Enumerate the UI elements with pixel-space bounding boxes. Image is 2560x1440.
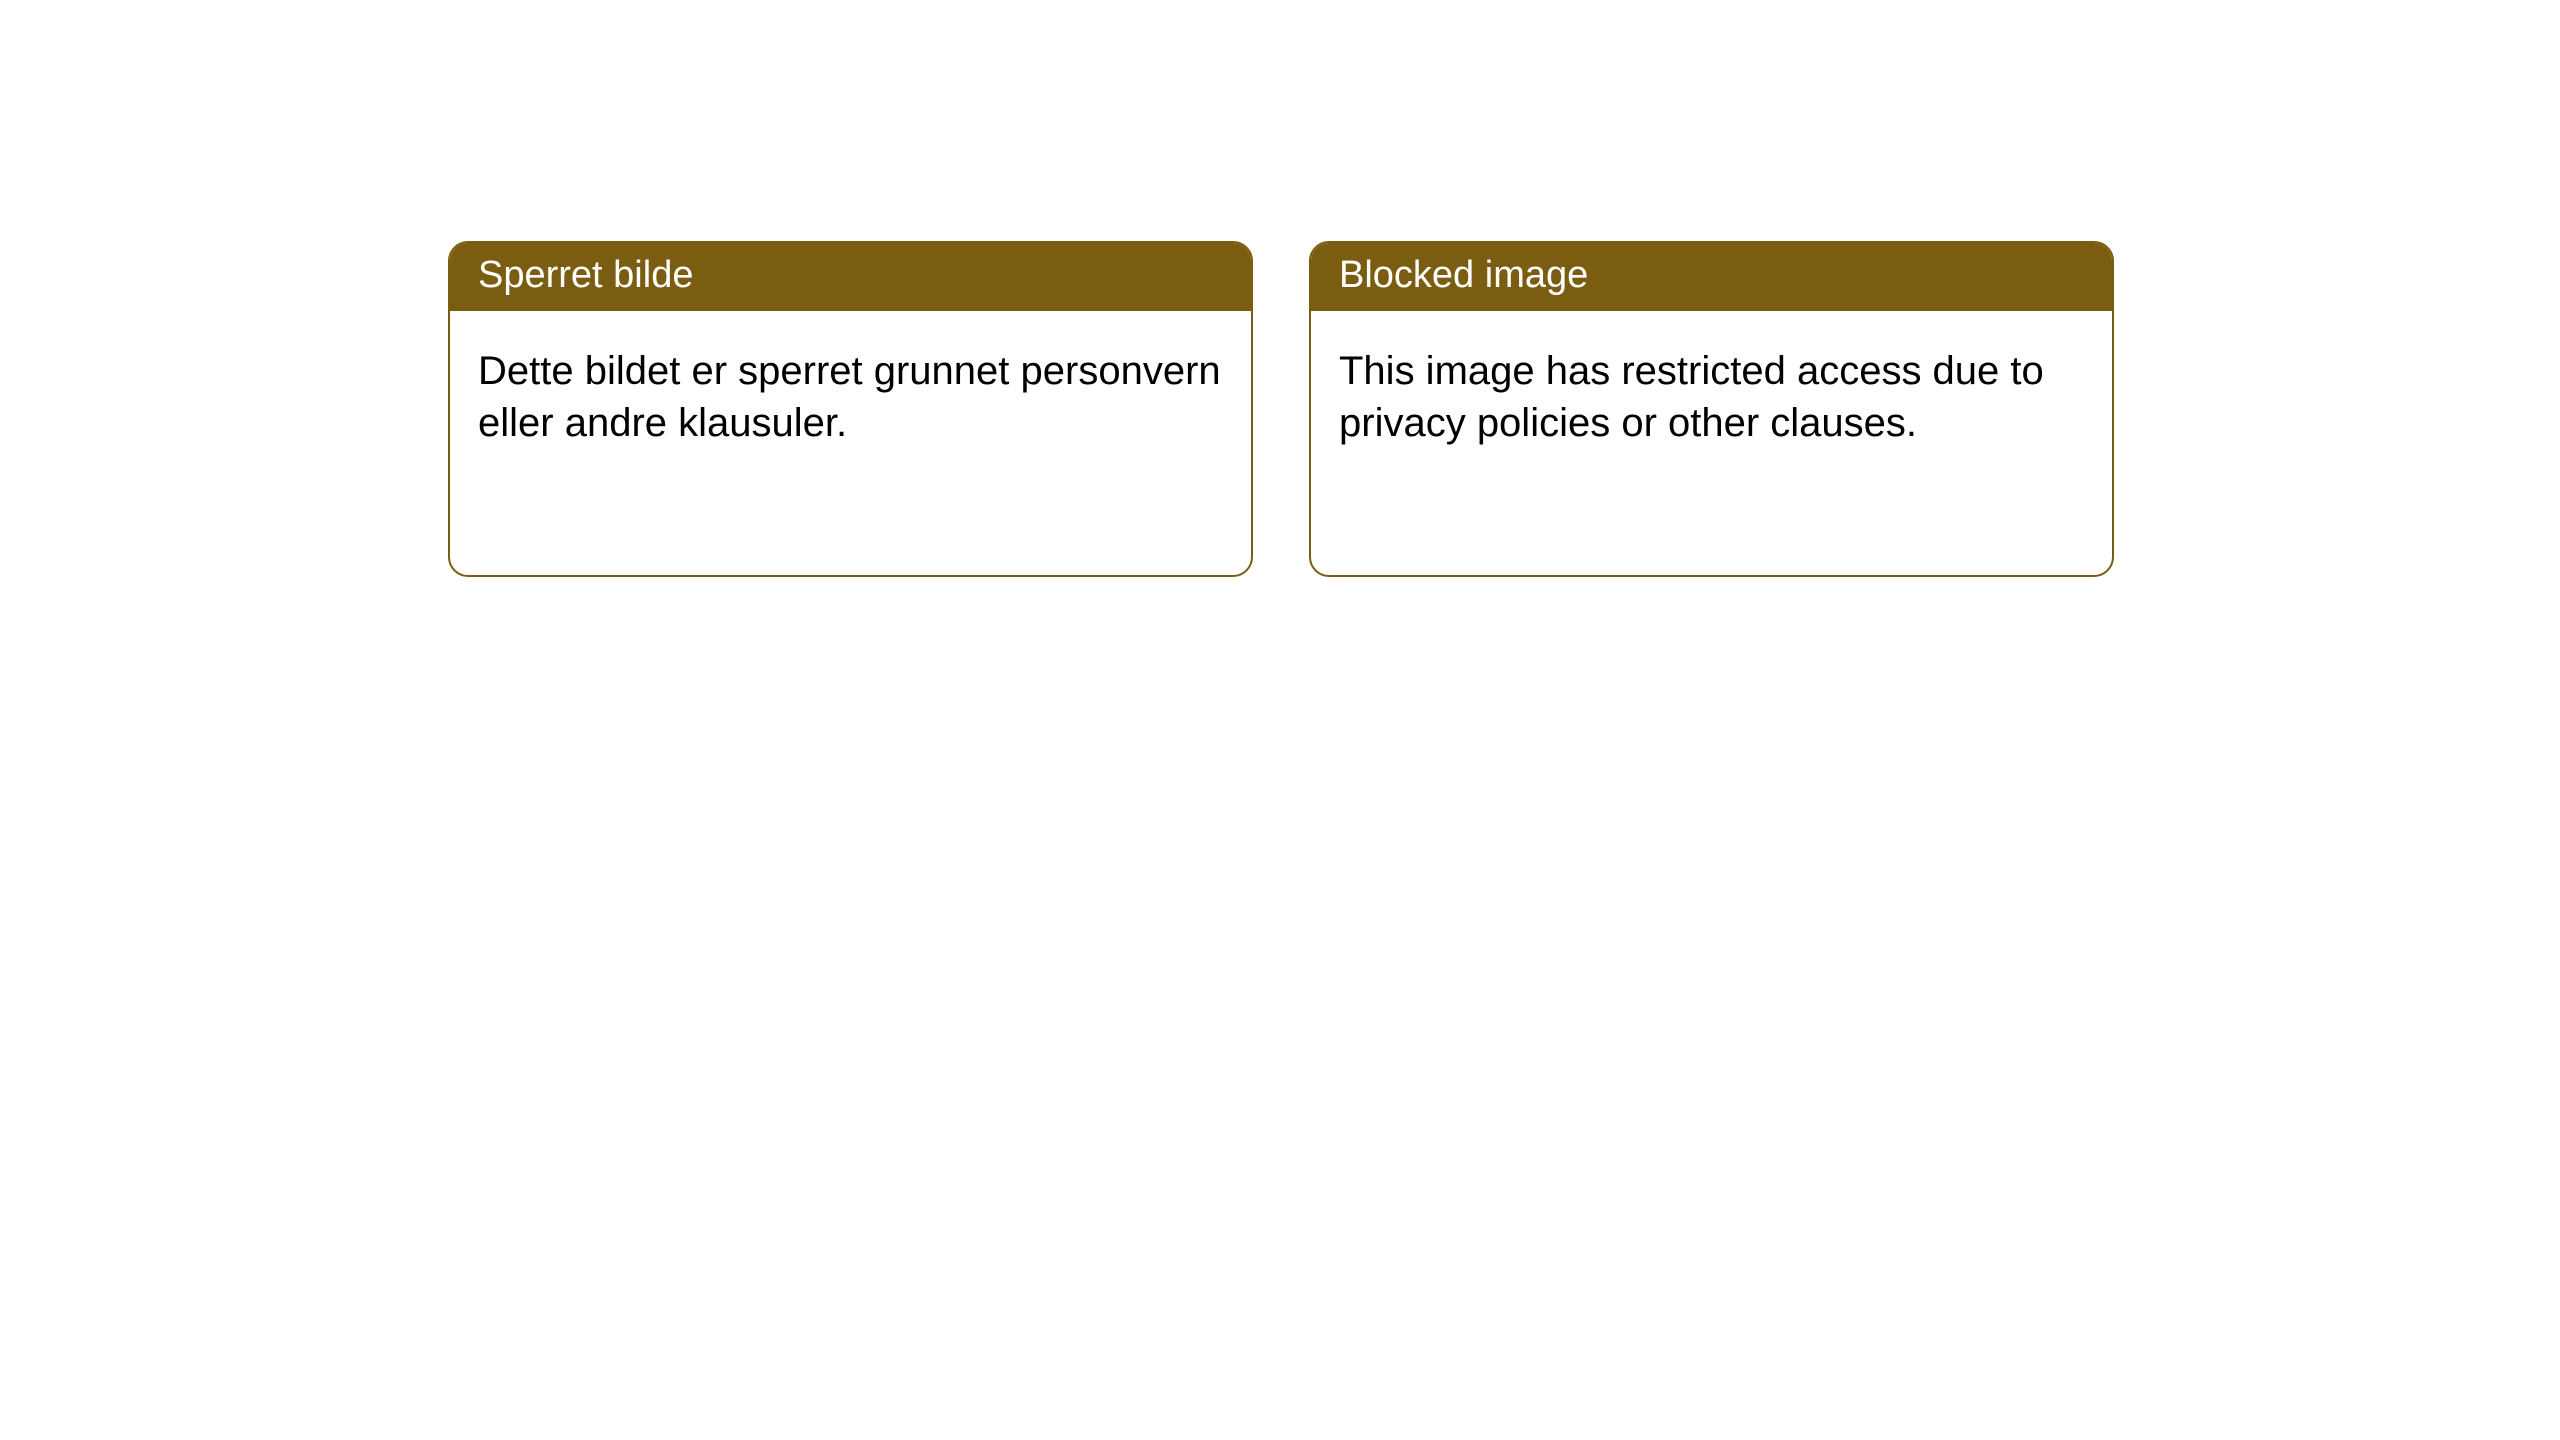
notice-body-norwegian: Dette bildet er sperret grunnet personve… xyxy=(450,311,1251,483)
notice-title-norwegian: Sperret bilde xyxy=(450,243,1251,311)
notice-card-english: Blocked image This image has restricted … xyxy=(1309,241,2114,577)
notice-body-english: This image has restricted access due to … xyxy=(1311,311,2112,483)
notice-container: Sperret bilde Dette bildet er sperret gr… xyxy=(448,241,2114,577)
notice-title-english: Blocked image xyxy=(1311,243,2112,311)
notice-card-norwegian: Sperret bilde Dette bildet er sperret gr… xyxy=(448,241,1253,577)
